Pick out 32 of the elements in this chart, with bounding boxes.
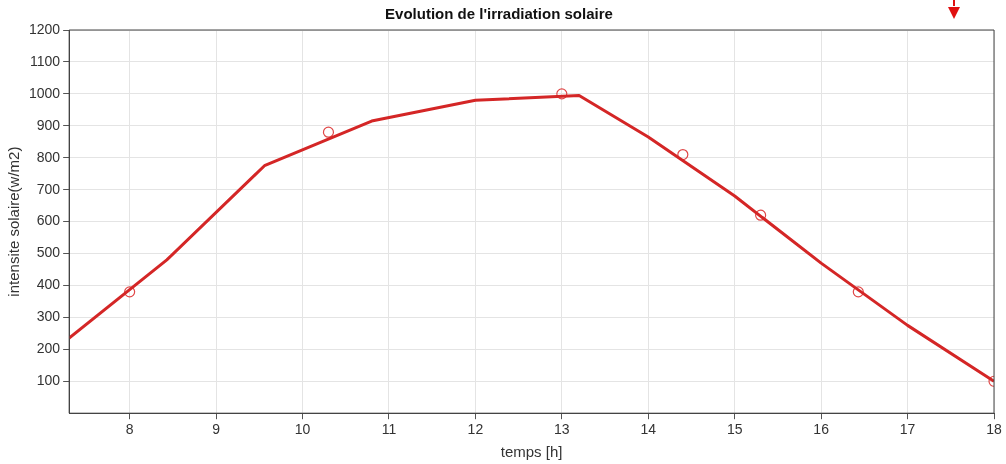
point [755,209,767,221]
x-tick-label: 18 [986,421,1002,438]
y-tick-label: 800 [36,148,61,165]
y-tick-label: 200 [36,340,61,357]
x-tick-label: 15 [726,421,743,438]
y-tick-label: 900 [36,116,61,133]
x-tick-label: 12 [467,421,484,438]
point [322,126,335,138]
point [852,286,864,298]
x-tick-label: 10 [294,421,311,438]
y-tick-label: 300 [36,308,61,325]
y-axis-title: intensite solaire(w/m2) [5,146,23,297]
point [124,286,136,298]
y-tick-label: 600 [36,212,61,229]
y-tick-label: 700 [36,180,61,197]
y-tick-label: 1000 [28,84,61,101]
y-tick-label: 1200 [28,20,61,37]
x-tick-label: 8 [125,421,134,438]
x-tick-label: 11 [381,421,397,438]
x-tick-label: 13 [554,421,570,438]
chart-title: Evolution de l'irradiation solaire [385,5,613,23]
x-tick-label: 17 [899,421,916,438]
y-tick-label: 500 [36,244,61,261]
point [556,88,568,100]
x-tick-label: 14 [640,421,657,438]
y-tick-label: 1100 [30,52,61,69]
x-tick-label: 9 [212,421,221,438]
x-axis-title: temps [h] [500,443,563,461]
y-tick-label: 400 [36,276,61,293]
y-tick-label: 100 [36,372,61,389]
point [677,148,689,161]
x-tick-label: 16 [813,421,830,438]
